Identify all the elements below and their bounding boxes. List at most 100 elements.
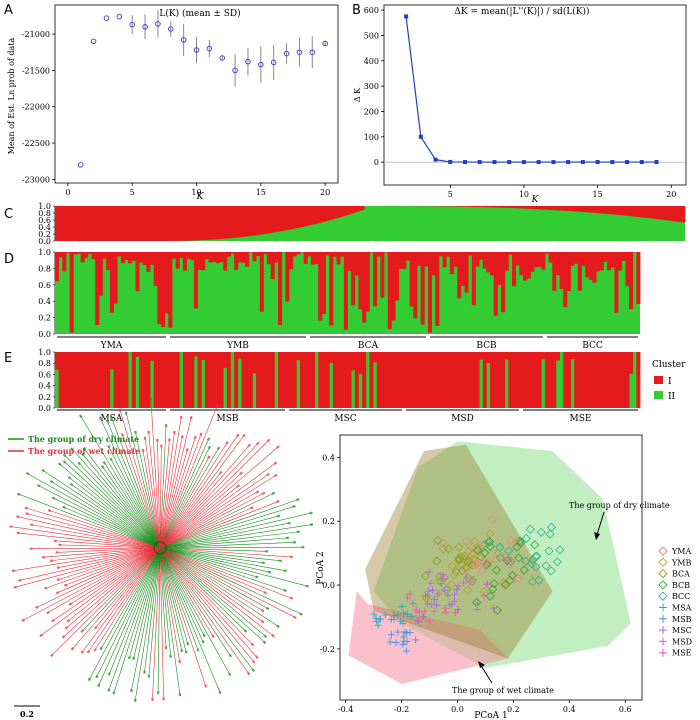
pcoa-annotation-wet: The group of wet climate [452,686,554,695]
panel-e-bar [215,352,220,408]
tree-branch [159,547,254,661]
panel-e-bar [296,352,301,361]
pcoa-legend-label: BCB [672,581,690,590]
panel-e-bar [533,352,539,408]
tree-tip [55,591,60,595]
panel-d-bar [365,252,370,312]
panel-e-bar [256,352,261,408]
panel-c-bar [602,206,605,214]
panel-e-bar [252,352,257,374]
panel-d-bar [621,252,626,261]
panel-a-frame [54,4,339,184]
panel-c-bar [523,206,526,209]
pcoa-point-bcb [515,536,525,546]
pcoa-point-bcc [552,557,562,567]
tree-tip [246,671,251,676]
panel-c-ytick-label: 0.6 [38,216,51,225]
panel-e-bar [482,352,487,408]
pcoa-xlabel: PCoA 1 [474,711,507,720]
pcoa-point-msb [394,628,402,636]
panel-e-bar [226,352,231,408]
panel-c-bar [163,206,166,241]
panel-e-bar [358,352,363,374]
panel-b-point [610,160,615,165]
panel-a-point [103,15,110,21]
panel-d-bar [124,252,129,261]
panel-d-group-label: BCC [582,341,603,351]
tree-tip [109,415,114,420]
panel-c-bar [590,206,593,213]
tree-branch [39,486,161,549]
tree-tip [256,441,260,446]
panel-c-bar [145,206,148,241]
tree-tip [255,490,260,494]
panel-c-bar [192,206,196,241]
tree-tip [97,683,101,688]
panel-d-bar [420,252,425,325]
panel-d-bar [563,252,568,308]
panel-e-bar [102,352,107,408]
panel-c-bar [257,206,261,235]
panel-c-bar [566,206,570,211]
pcoa-dry-hull [373,441,631,669]
tree-tip [236,484,240,488]
pcoa-point-yma [464,546,474,556]
pcoa-legend-marker [658,546,668,556]
panel-e-bar [340,352,345,408]
panel-c-bar [277,206,280,232]
panel-c-bar [336,206,339,218]
panel-e-bar [343,352,348,408]
pcoa-xtick-label: 0.4 [563,705,576,714]
panel-c-bar [645,206,648,218]
panel-c-bar [657,206,660,220]
pcoa-point-bcc [555,545,565,555]
panel-c-bar [344,206,347,216]
tree-tip [293,615,297,620]
panel-c-bar [490,206,493,208]
panel-c-bar [177,206,180,241]
pcoa-legend-marker [658,591,668,601]
pcoa-point-msa [373,617,381,625]
panel-d-bar [329,252,334,326]
pcoa-point-bca [451,567,461,577]
tree-tip [267,570,272,574]
panel-c-bar [263,206,267,234]
panel-e-bar [58,352,63,408]
pcoa-point-mse [426,617,434,625]
panel-c-bar [121,206,125,241]
panel-e-bar [460,352,465,408]
panel-d-bar [380,252,385,298]
panel-c-bar [86,206,89,241]
panel-c-bar [194,206,198,241]
panel-e-bar [420,352,425,408]
panel-e-bar [69,352,74,408]
panel-c-bar [584,206,587,213]
panel-c-bar [545,206,548,210]
panel-c-bar [230,206,233,239]
panel-e-bar [289,352,294,408]
tree-tip [61,635,66,639]
panel-c-bar [80,206,83,241]
panel-c-bar [285,206,288,231]
panel-e-bar [299,352,305,408]
panel-c-bar [468,206,471,207]
panel-c-bar [484,206,487,208]
panel-a-point [309,49,316,55]
panel-b-ytick-label: 600 [364,6,379,15]
panel-c-bar [324,206,328,222]
panel-e-bar [438,352,443,408]
panel-c-bar [326,206,330,221]
pcoa-point-msa [372,614,380,622]
panel-c-bar [137,206,141,241]
panel-d-bar [164,252,169,314]
panel-c-bar [119,206,123,241]
panel-c-bar [525,206,528,209]
panel-d-ytick-label: 0.0 [38,330,51,339]
panel-c-bar [665,206,668,221]
panel-e-bar [307,352,312,408]
panel-c-bar [551,206,554,210]
panel-c-bar [476,206,479,207]
panel-b-xlabel: K [531,195,540,205]
panel-e-bars: 0.00.20.40.60.81.0MSAMSBMSCMSDMSE [38,348,641,424]
panel-c-bar [98,206,101,241]
